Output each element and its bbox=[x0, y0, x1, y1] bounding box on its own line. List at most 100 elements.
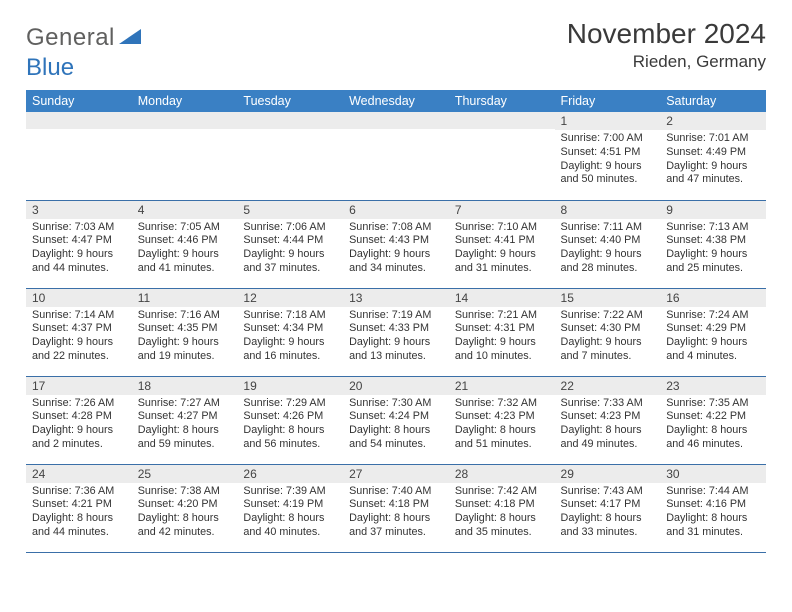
calendar-cell: 11Sunrise: 7:16 AMSunset: 4:35 PMDayligh… bbox=[132, 288, 238, 376]
day-daylight2: and 22 minutes. bbox=[32, 350, 126, 364]
day-sunset: Sunset: 4:40 PM bbox=[561, 234, 655, 248]
day-daylight1: Daylight: 9 hours bbox=[32, 424, 126, 438]
calendar-cell: 15Sunrise: 7:22 AMSunset: 4:30 PMDayligh… bbox=[555, 288, 661, 376]
day-daylight1: Daylight: 8 hours bbox=[666, 424, 760, 438]
day-daylight1: Daylight: 9 hours bbox=[455, 248, 549, 262]
day-sunset: Sunset: 4:21 PM bbox=[32, 498, 126, 512]
day-number: 2 bbox=[660, 112, 766, 130]
day-number: 17 bbox=[26, 377, 132, 395]
day-details: Sunrise: 7:43 AMSunset: 4:17 PMDaylight:… bbox=[555, 483, 661, 544]
day-sunrise: Sunrise: 7:24 AM bbox=[666, 309, 760, 323]
day-daylight1: Daylight: 8 hours bbox=[349, 512, 443, 526]
day-details: Sunrise: 7:27 AMSunset: 4:27 PMDaylight:… bbox=[132, 395, 238, 456]
day-number: 20 bbox=[343, 377, 449, 395]
day-daylight1: Daylight: 8 hours bbox=[243, 512, 337, 526]
day-daylight2: and 31 minutes. bbox=[666, 526, 760, 540]
day-sunrise: Sunrise: 7:36 AM bbox=[32, 485, 126, 499]
calendar-cell: 1Sunrise: 7:00 AMSunset: 4:51 PMDaylight… bbox=[555, 112, 661, 200]
calendar-cell: 16Sunrise: 7:24 AMSunset: 4:29 PMDayligh… bbox=[660, 288, 766, 376]
day-sunrise: Sunrise: 7:26 AM bbox=[32, 397, 126, 411]
day-details: Sunrise: 7:33 AMSunset: 4:23 PMDaylight:… bbox=[555, 395, 661, 456]
day-sunset: Sunset: 4:33 PM bbox=[349, 322, 443, 336]
calendar-week-row: 24Sunrise: 7:36 AMSunset: 4:21 PMDayligh… bbox=[26, 464, 766, 552]
day-sunset: Sunset: 4:46 PM bbox=[138, 234, 232, 248]
calendar-cell bbox=[237, 112, 343, 200]
day-daylight2: and 54 minutes. bbox=[349, 438, 443, 452]
day-sunrise: Sunrise: 7:27 AM bbox=[138, 397, 232, 411]
brand-word2: Blue bbox=[26, 54, 766, 82]
day-daylight1: Daylight: 8 hours bbox=[138, 424, 232, 438]
day-number: 26 bbox=[237, 465, 343, 483]
day-details: Sunrise: 7:26 AMSunset: 4:28 PMDaylight:… bbox=[26, 395, 132, 456]
calendar-week-row: 3Sunrise: 7:03 AMSunset: 4:47 PMDaylight… bbox=[26, 200, 766, 288]
day-sunset: Sunset: 4:44 PM bbox=[243, 234, 337, 248]
day-details: Sunrise: 7:38 AMSunset: 4:20 PMDaylight:… bbox=[132, 483, 238, 544]
day-sunset: Sunset: 4:30 PM bbox=[561, 322, 655, 336]
day-sunset: Sunset: 4:34 PM bbox=[243, 322, 337, 336]
day-details: Sunrise: 7:00 AMSunset: 4:51 PMDaylight:… bbox=[555, 130, 661, 191]
weekday-header: Friday bbox=[555, 90, 661, 112]
day-daylight2: and 33 minutes. bbox=[561, 526, 655, 540]
calendar-cell: 26Sunrise: 7:39 AMSunset: 4:19 PMDayligh… bbox=[237, 464, 343, 552]
day-daylight1: Daylight: 9 hours bbox=[561, 160, 655, 174]
day-number: 12 bbox=[237, 289, 343, 307]
day-number: 7 bbox=[449, 201, 555, 219]
calendar-cell: 21Sunrise: 7:32 AMSunset: 4:23 PMDayligh… bbox=[449, 376, 555, 464]
day-daylight2: and 49 minutes. bbox=[561, 438, 655, 452]
calendar-cell: 12Sunrise: 7:18 AMSunset: 4:34 PMDayligh… bbox=[237, 288, 343, 376]
day-details: Sunrise: 7:36 AMSunset: 4:21 PMDaylight:… bbox=[26, 483, 132, 544]
weekday-header: Sunday bbox=[26, 90, 132, 112]
day-details: Sunrise: 7:03 AMSunset: 4:47 PMDaylight:… bbox=[26, 219, 132, 280]
day-number: 28 bbox=[449, 465, 555, 483]
calendar-cell: 27Sunrise: 7:40 AMSunset: 4:18 PMDayligh… bbox=[343, 464, 449, 552]
day-sunrise: Sunrise: 7:16 AM bbox=[138, 309, 232, 323]
day-number: 3 bbox=[26, 201, 132, 219]
day-daylight1: Daylight: 9 hours bbox=[666, 248, 760, 262]
day-details: Sunrise: 7:11 AMSunset: 4:40 PMDaylight:… bbox=[555, 219, 661, 280]
day-number: 5 bbox=[237, 201, 343, 219]
calendar-cell: 28Sunrise: 7:42 AMSunset: 4:18 PMDayligh… bbox=[449, 464, 555, 552]
day-number: 4 bbox=[132, 201, 238, 219]
day-daylight1: Daylight: 9 hours bbox=[32, 248, 126, 262]
day-daylight1: Daylight: 8 hours bbox=[561, 512, 655, 526]
weekday-header: Wednesday bbox=[343, 90, 449, 112]
day-daylight1: Daylight: 8 hours bbox=[455, 512, 549, 526]
day-number: 13 bbox=[343, 289, 449, 307]
day-sunrise: Sunrise: 7:35 AM bbox=[666, 397, 760, 411]
day-sunset: Sunset: 4:20 PM bbox=[138, 498, 232, 512]
day-details: Sunrise: 7:29 AMSunset: 4:26 PMDaylight:… bbox=[237, 395, 343, 456]
calendar-cell: 7 Sunrise: 7:10 AMSunset: 4:41 PMDaylight… bbox=[449, 200, 555, 288]
day-number: 27 bbox=[343, 465, 449, 483]
day-number: 10 bbox=[26, 289, 132, 307]
day-sunrise: Sunrise: 7:10 AM bbox=[455, 221, 549, 235]
day-sunrise: Sunrise: 7:38 AM bbox=[138, 485, 232, 499]
day-details: Sunrise: 7:42 AMSunset: 4:18 PMDaylight:… bbox=[449, 483, 555, 544]
day-sunrise: Sunrise: 7:30 AM bbox=[349, 397, 443, 411]
day-daylight1: Daylight: 8 hours bbox=[666, 512, 760, 526]
day-daylight1: Daylight: 9 hours bbox=[243, 336, 337, 350]
calendar-cell: 19Sunrise: 7:29 AMSunset: 4:26 PMDayligh… bbox=[237, 376, 343, 464]
day-number: 21 bbox=[449, 377, 555, 395]
day-details: Sunrise: 7:32 AMSunset: 4:23 PMDaylight:… bbox=[449, 395, 555, 456]
day-sunrise: Sunrise: 7:06 AM bbox=[243, 221, 337, 235]
day-daylight1: Daylight: 9 hours bbox=[32, 336, 126, 350]
day-daylight1: Daylight: 8 hours bbox=[349, 424, 443, 438]
day-daylight1: Daylight: 9 hours bbox=[561, 248, 655, 262]
day-sunrise: Sunrise: 7:44 AM bbox=[666, 485, 760, 499]
day-sunrise: Sunrise: 7:21 AM bbox=[455, 309, 549, 323]
day-details: Sunrise: 7:05 AMSunset: 4:46 PMDaylight:… bbox=[132, 219, 238, 280]
day-sunrise: Sunrise: 7:42 AM bbox=[455, 485, 549, 499]
day-sunset: Sunset: 4:41 PM bbox=[455, 234, 549, 248]
month-title: November 2024 bbox=[567, 18, 766, 50]
calendar-cell: 14Sunrise: 7:21 AMSunset: 4:31 PMDayligh… bbox=[449, 288, 555, 376]
day-sunrise: Sunrise: 7:05 AM bbox=[138, 221, 232, 235]
day-sunset: Sunset: 4:47 PM bbox=[32, 234, 126, 248]
day-sunrise: Sunrise: 7:13 AM bbox=[666, 221, 760, 235]
day-daylight2: and 7 minutes. bbox=[561, 350, 655, 364]
calendar-cell: 4Sunrise: 7:05 AMSunset: 4:46 PMDaylight… bbox=[132, 200, 238, 288]
day-daylight1: Daylight: 9 hours bbox=[666, 336, 760, 350]
calendar-week-row: 1Sunrise: 7:00 AMSunset: 4:51 PMDaylight… bbox=[26, 112, 766, 200]
calendar-cell bbox=[343, 112, 449, 200]
calendar-cell: 29Sunrise: 7:43 AMSunset: 4:17 PMDayligh… bbox=[555, 464, 661, 552]
calendar-cell: 3Sunrise: 7:03 AMSunset: 4:47 PMDaylight… bbox=[26, 200, 132, 288]
